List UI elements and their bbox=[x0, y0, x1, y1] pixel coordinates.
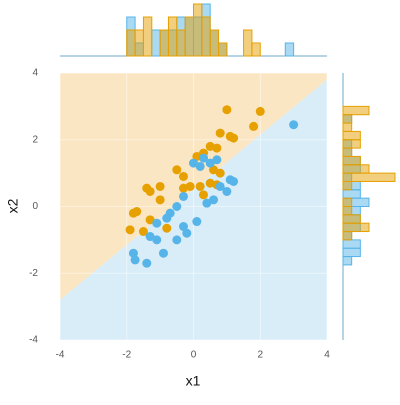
histogram-bar bbox=[342, 180, 353, 191]
histogram-bar bbox=[342, 155, 361, 166]
point bbox=[249, 121, 259, 131]
histogram-bar bbox=[209, 29, 220, 57]
point bbox=[145, 215, 155, 225]
y-tick-label: -2 bbox=[29, 268, 38, 279]
point bbox=[222, 186, 232, 196]
y-tick-label: 0 bbox=[32, 201, 38, 212]
histogram-bar bbox=[342, 239, 361, 249]
point bbox=[158, 248, 168, 258]
point bbox=[162, 223, 172, 233]
point bbox=[205, 158, 215, 168]
histogram-bar bbox=[342, 114, 353, 124]
histogram-bar bbox=[342, 105, 370, 116]
point bbox=[222, 105, 232, 115]
histogram-bar bbox=[342, 139, 361, 149]
point bbox=[138, 227, 148, 237]
x-tick-label: -2 bbox=[122, 350, 131, 361]
point bbox=[162, 213, 172, 223]
histogram-bar bbox=[142, 16, 153, 57]
point bbox=[152, 218, 162, 228]
histogram-bar bbox=[284, 42, 295, 57]
point bbox=[152, 235, 162, 245]
histogram-bar bbox=[167, 16, 178, 57]
x-tick-label: -4 bbox=[56, 350, 65, 361]
histogram-bar bbox=[342, 214, 361, 224]
point bbox=[172, 202, 182, 211]
histogram-bar bbox=[159, 29, 169, 57]
point bbox=[155, 181, 165, 191]
histogram-bar bbox=[342, 197, 353, 207]
point bbox=[229, 176, 239, 186]
x-axis-title: x1 bbox=[186, 373, 201, 389]
histogram-bar bbox=[134, 29, 144, 57]
y-tick-label: 4 bbox=[32, 68, 38, 79]
histogram-bar bbox=[342, 206, 353, 216]
point bbox=[172, 235, 182, 245]
histogram-bar bbox=[342, 172, 396, 182]
x-tick-label: 4 bbox=[324, 350, 330, 361]
histogram-bar bbox=[218, 42, 228, 57]
point bbox=[209, 165, 219, 175]
point bbox=[132, 207, 142, 217]
x-tick-label: 2 bbox=[257, 350, 263, 361]
point bbox=[178, 183, 188, 193]
y-tick-label: 2 bbox=[32, 134, 38, 145]
histogram-bar bbox=[342, 164, 370, 174]
point bbox=[212, 143, 222, 153]
point bbox=[202, 198, 212, 208]
point bbox=[178, 171, 188, 181]
point bbox=[212, 155, 222, 165]
histogram-bar bbox=[251, 42, 261, 57]
point bbox=[215, 168, 225, 178]
point bbox=[215, 128, 225, 138]
histogram-bar bbox=[342, 189, 361, 199]
point bbox=[192, 217, 202, 227]
point bbox=[199, 153, 209, 163]
y-axis-title: x2 bbox=[5, 198, 21, 213]
point bbox=[229, 133, 239, 143]
point bbox=[178, 191, 188, 201]
point bbox=[125, 225, 135, 235]
histogram-bar bbox=[243, 29, 253, 57]
histogram-bar bbox=[342, 231, 353, 241]
histogram-bar bbox=[342, 122, 353, 132]
point bbox=[172, 165, 182, 175]
point bbox=[255, 106, 265, 116]
point bbox=[178, 222, 188, 232]
histogram-bar bbox=[201, 16, 211, 57]
point bbox=[195, 181, 205, 191]
point bbox=[195, 161, 205, 171]
histogram-bar bbox=[342, 256, 353, 266]
point bbox=[189, 158, 198, 168]
point bbox=[209, 195, 219, 205]
point bbox=[142, 258, 152, 268]
point bbox=[182, 228, 192, 238]
point bbox=[289, 120, 299, 130]
histogram-bar bbox=[193, 3, 203, 57]
point bbox=[145, 232, 155, 242]
histogram-bar bbox=[151, 29, 161, 57]
point bbox=[215, 181, 225, 191]
x-tick-label: 0 bbox=[191, 350, 197, 361]
point bbox=[145, 186, 155, 196]
histogram-bar bbox=[342, 247, 361, 258]
point bbox=[199, 190, 209, 200]
histogram-bar bbox=[342, 147, 353, 157]
histogram-bar bbox=[342, 222, 370, 233]
point bbox=[130, 255, 140, 265]
y-tick-label: -4 bbox=[29, 335, 38, 346]
histogram-bar bbox=[126, 29, 136, 57]
histogram-bar bbox=[176, 29, 186, 57]
histogram-bar bbox=[184, 16, 194, 57]
histogram-bar bbox=[342, 130, 361, 141]
point bbox=[155, 195, 165, 205]
